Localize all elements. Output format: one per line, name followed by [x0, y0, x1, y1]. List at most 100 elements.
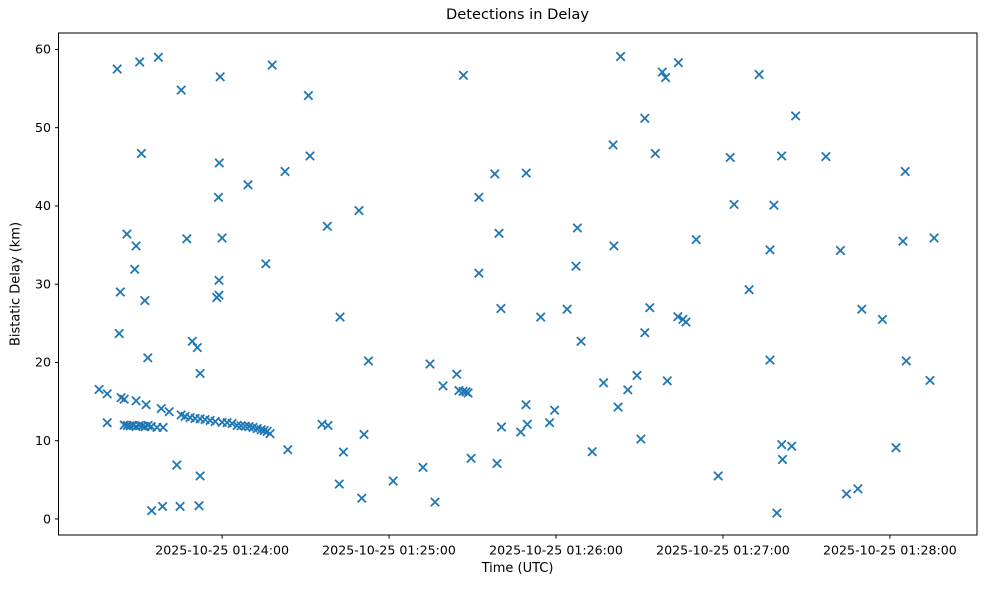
- data-point-marker: [772, 508, 782, 518]
- y-tick-label: 10: [35, 433, 51, 448]
- data-point-marker: [260, 258, 271, 269]
- data-point-marker: [925, 375, 935, 386]
- x-tick-label: 2025-10-25 01:27:00: [656, 543, 790, 558]
- data-point-marker: [713, 471, 724, 481]
- data-point-marker: [463, 388, 473, 398]
- data-point-marker: [544, 417, 555, 428]
- x-tick-label: 2025-10-25 01:24:00: [155, 543, 289, 558]
- data-point-marker: [622, 384, 633, 395]
- data-point-marker: [131, 241, 141, 251]
- data-point-marker: [729, 199, 739, 210]
- data-point-marker: [363, 356, 374, 366]
- data-point-marker: [613, 402, 623, 412]
- data-point-marker: [754, 69, 764, 80]
- data-point-marker: [102, 417, 113, 428]
- data-point-marker: [496, 303, 506, 314]
- data-point-marker: [354, 205, 364, 216]
- data-point-marker: [195, 368, 205, 379]
- data-point-marker: [122, 229, 132, 239]
- data-point-marker: [243, 179, 253, 190]
- data-point-marker: [494, 228, 504, 239]
- data-point-marker: [217, 233, 227, 243]
- data-point-marker: [535, 312, 546, 322]
- data-point-marker: [425, 359, 435, 369]
- data-point-marker: [639, 113, 650, 124]
- data-point-marker: [282, 444, 293, 455]
- data-point-marker: [356, 493, 367, 504]
- data-point-marker: [900, 166, 911, 177]
- data-point-marker: [521, 399, 531, 410]
- data-point-marker: [562, 304, 572, 315]
- data-point-marker: [681, 317, 691, 327]
- data-point-marker: [451, 369, 462, 380]
- data-point-marker: [587, 446, 598, 457]
- data-point-marker: [157, 501, 168, 512]
- data-point-marker: [644, 302, 655, 313]
- data-point-marker: [608, 140, 618, 150]
- data-point-marker: [786, 441, 797, 452]
- data-point-marker: [418, 462, 428, 473]
- data-point-marker: [141, 399, 151, 410]
- data-point-marker: [259, 425, 269, 436]
- data-point-marker: [139, 295, 150, 306]
- y-tick-label: 20: [35, 355, 51, 370]
- data-point-marker: [898, 236, 908, 247]
- data-point-marker: [571, 261, 581, 272]
- data-point-marker: [639, 327, 650, 338]
- data-point-marker: [164, 406, 175, 417]
- data-point-marker: [835, 245, 846, 256]
- y-tick-label: 0: [43, 511, 51, 526]
- data-point-marker: [598, 377, 609, 388]
- data-point-marker: [744, 284, 754, 295]
- x-tick-label: 2025-10-25 01:26:00: [489, 543, 623, 558]
- data-point-marker: [821, 151, 831, 162]
- data-point-marker: [158, 422, 168, 433]
- data-point-marker: [636, 434, 646, 444]
- data-point-marker: [214, 275, 224, 286]
- data-point-marker: [146, 505, 157, 516]
- data-point-marker: [116, 392, 126, 403]
- data-point-marker: [615, 51, 626, 62]
- y-tick-label: 50: [35, 120, 51, 135]
- data-point-marker: [213, 192, 224, 203]
- data-point-marker: [474, 192, 484, 203]
- data-point-marker: [515, 427, 526, 437]
- data-point-marker: [265, 428, 275, 439]
- data-point-marker: [576, 336, 586, 347]
- data-point-marker: [194, 500, 204, 511]
- data-point-marker: [136, 148, 147, 159]
- data-point-marker: [650, 148, 661, 159]
- data-point-marker: [171, 460, 182, 470]
- data-point-marker: [388, 476, 399, 486]
- data-point-marker: [215, 71, 226, 82]
- data-point-marker: [94, 384, 104, 395]
- y-tick-label: 40: [35, 198, 51, 213]
- y-tick-label: 60: [35, 42, 51, 57]
- data-point-marker: [134, 57, 145, 67]
- data-point-marker: [466, 453, 476, 464]
- data-point-marker: [303, 90, 314, 101]
- data-point-marker: [430, 497, 440, 507]
- data-point-marker: [777, 454, 788, 465]
- data-point-marker: [323, 420, 333, 431]
- data-point-marker: [765, 355, 775, 365]
- data-point-marker: [691, 234, 702, 245]
- data-point-marker: [725, 152, 736, 163]
- data-point-marker: [776, 151, 787, 161]
- y-tick-label: 30: [35, 276, 51, 291]
- data-point-marker: [119, 394, 130, 405]
- data-point-marker: [280, 166, 290, 177]
- data-point-marker: [776, 439, 787, 450]
- data-point-marker: [572, 223, 583, 233]
- data-point-marker: [660, 72, 671, 83]
- chart-title: Detections in Delay: [446, 6, 589, 23]
- data-point-marker: [521, 168, 532, 178]
- data-point-marker: [240, 421, 251, 432]
- data-point-marker: [657, 67, 668, 77]
- data-point-marker: [142, 352, 153, 363]
- data-point-marker: [335, 312, 345, 322]
- data-point-marker: [891, 442, 901, 453]
- data-point-marker: [156, 403, 167, 414]
